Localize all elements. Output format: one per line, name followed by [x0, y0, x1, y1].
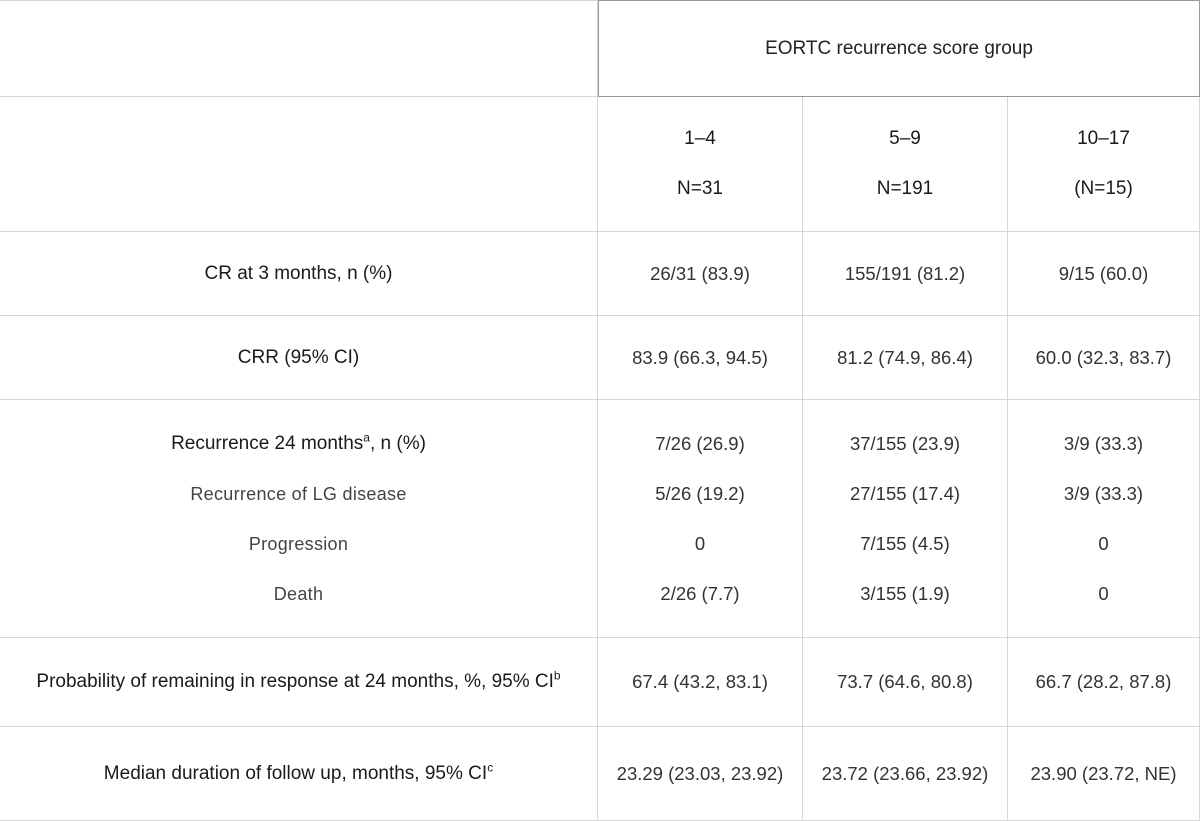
value-cell: 3/9 (33.3) 3/9 (33.3) 0 0	[1008, 400, 1200, 638]
corner-cell	[0, 0, 598, 97]
label-footnote: c	[487, 760, 494, 775]
value-cell: 155/191 (81.2)	[803, 232, 1008, 316]
row-label: Probability of remaining in response at …	[36, 657, 560, 707]
column-range: 1–4	[684, 128, 716, 149]
label-cell: Probability of remaining in response at …	[0, 638, 598, 727]
column-header-cell: 5–9 N=191	[803, 97, 1008, 232]
subrow-value: 0	[1098, 582, 1109, 604]
subrow-value: 3/155 (1.9)	[860, 582, 950, 604]
label-text: Probability of remaining in response at …	[36, 671, 554, 692]
value: 66.7 (28.2, 87.8)	[1035, 671, 1172, 692]
label-text: CRR (95% CI)	[237, 346, 360, 368]
label-suffix: , n (%)	[369, 432, 426, 454]
value: 23.72 (23.66, 23.92)	[821, 762, 989, 784]
value: 26/31 (83.9)	[650, 262, 750, 284]
group-header: EORTC recurrence score group	[765, 37, 1033, 59]
row-label: CRR (95% CI)	[238, 333, 359, 383]
value: 37/155 (23.9)	[849, 432, 961, 454]
value: 3/9 (33.3)	[1063, 432, 1144, 454]
value: 81.2 (74.9, 86.4)	[837, 346, 973, 368]
label-text: Median duration of follow up, months, 95…	[103, 762, 488, 784]
value: 23.90 (23.72, NE)	[1030, 762, 1177, 784]
value-cell: 23.72 (23.66, 23.92)	[803, 727, 1008, 821]
label-cell: Recurrence 24 monthsa, n (%) Recurrence o…	[0, 400, 598, 638]
value: 67.4 (43.2, 83.1)	[632, 671, 768, 692]
column-range: 5–9	[889, 128, 921, 149]
subrow-label: Recurrence of LG disease	[190, 483, 407, 504]
value-cell: 23.29 (23.03, 23.92)	[598, 727, 803, 821]
value-cell: 23.90 (23.72, NE)	[1008, 727, 1200, 821]
value: 83.9 (66.3, 94.5)	[632, 346, 768, 368]
value-cell: 9/15 (60.0)	[1008, 232, 1200, 316]
column-n: N=31	[677, 178, 723, 199]
label-footnote: b	[553, 668, 561, 683]
label-text: CR at 3 months, n (%)	[204, 262, 393, 284]
subrow-value: 3/9 (33.3)	[1063, 482, 1144, 504]
label-text: Recurrence 24 months	[171, 432, 364, 454]
value-cell: 73.7 (64.6, 80.8)	[803, 638, 1008, 727]
label-footnote: a	[363, 430, 370, 445]
column-range: 10–17	[1077, 128, 1130, 149]
group-header-cell: EORTC recurrence score group	[598, 0, 1200, 97]
row-label: Recurrence 24 monthsa, n (%)	[171, 419, 426, 469]
value-cell: 37/155 (23.9) 27/155 (17.4) 7/155 (4.5) 3/1…	[803, 400, 1008, 638]
value-cell: 7/26 (26.9) 5/26 (19.2) 0 2/26 (7.7)	[598, 400, 803, 638]
value-cell: 66.7 (28.2, 87.8)	[1008, 638, 1200, 727]
subrow-value: 0	[1098, 532, 1109, 554]
value-cell: 26/31 (83.9)	[598, 232, 803, 316]
row-label: Median duration of follow up, months, 95…	[104, 749, 493, 799]
value: 60.0 (32.3, 83.7)	[1035, 346, 1172, 368]
column-header-cell: 10–17 (N=15)	[1008, 97, 1200, 232]
column-n: N=191	[876, 178, 934, 199]
label-cell: Median duration of follow up, months, 95…	[0, 727, 598, 821]
subrow-value: 5/26 (19.2)	[655, 482, 745, 504]
value-cell: 83.9 (66.3, 94.5)	[598, 316, 803, 400]
value-cell: 60.0 (32.3, 83.7)	[1008, 316, 1200, 400]
subrow-value: 2/26 (7.7)	[660, 582, 740, 604]
value-cell: 67.4 (43.2, 83.1)	[598, 638, 803, 727]
column-n: (N=15)	[1074, 178, 1133, 199]
subrow-value: 0	[694, 532, 706, 554]
subrow-label: Death	[273, 583, 324, 604]
column-header-cell: 1–4 N=31	[598, 97, 803, 232]
subrow-value: 7/155 (4.5)	[860, 532, 950, 554]
label-cell: CRR (95% CI)	[0, 316, 598, 400]
subrow-label: Progression	[248, 533, 349, 554]
row-label: CR at 3 months, n (%)	[205, 249, 393, 299]
value-cell: 81.2 (74.9, 86.4)	[803, 316, 1008, 400]
value: 7/26 (26.9)	[655, 432, 745, 454]
value: 9/15 (60.0)	[1058, 262, 1149, 284]
value: 155/191 (81.2)	[844, 262, 966, 284]
label-cell: CR at 3 months, n (%)	[0, 232, 598, 316]
value: 73.7 (64.6, 80.8)	[837, 671, 973, 692]
blank-cell	[0, 97, 598, 232]
subrow-value: 27/155 (17.4)	[849, 482, 961, 504]
value: 23.29 (23.03, 23.92)	[616, 762, 784, 784]
